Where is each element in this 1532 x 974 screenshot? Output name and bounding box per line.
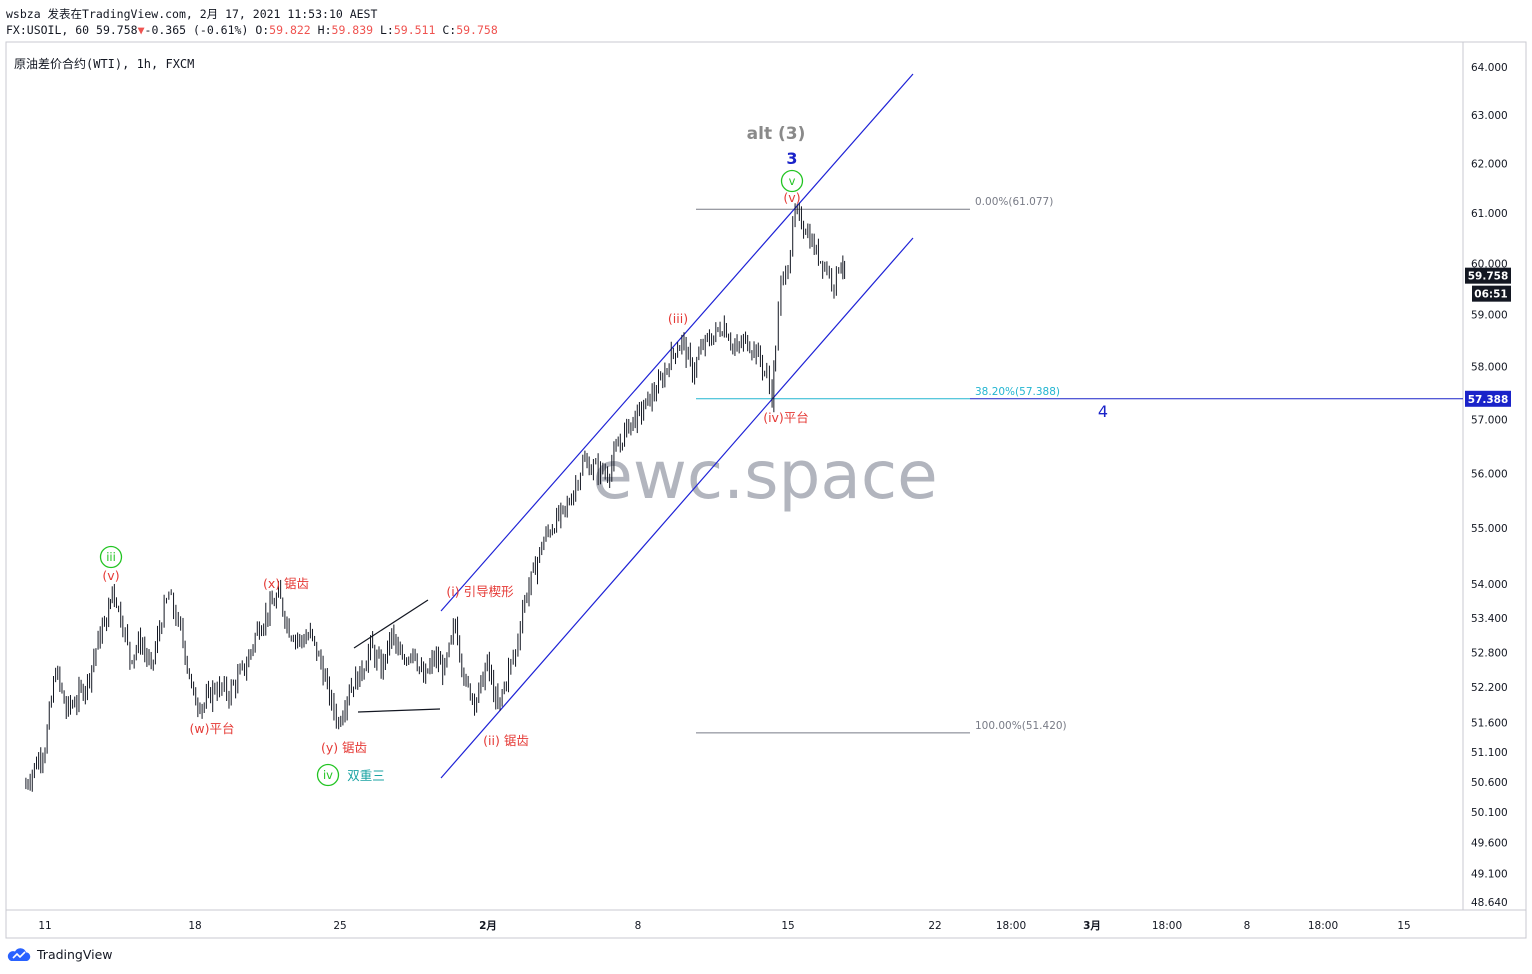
- wave-label: 3: [786, 149, 797, 168]
- wave-label: iii: [106, 550, 116, 564]
- chart-border: [5, 41, 1527, 939]
- price-tick-label: 59.000: [1471, 310, 1508, 322]
- price-tick-label: 51.600: [1471, 717, 1508, 729]
- watermark: ewc.space: [592, 437, 937, 514]
- time-tick-label: 3月: [1083, 920, 1101, 932]
- price-tick-label: 49.600: [1471, 838, 1508, 850]
- time-tick-label: 18: [188, 920, 201, 932]
- wave-label-circle: [99, 545, 123, 569]
- price-tick-label: 53.400: [1471, 613, 1508, 625]
- price-tick-label: 50.600: [1471, 777, 1508, 789]
- high-value: 59.839: [331, 23, 374, 37]
- wave-label: iv: [323, 768, 333, 782]
- price-tick-label: 56.000: [1471, 468, 1508, 480]
- open-value: 59.822: [269, 23, 311, 37]
- wave-label: (x) 锯齿: [263, 576, 309, 591]
- price-tick-label: 62.000: [1471, 159, 1508, 171]
- time-tick-label: 18:00: [1152, 920, 1182, 932]
- price-tick-label: 58.000: [1471, 362, 1508, 374]
- time-tick-label: 18:00: [996, 920, 1026, 932]
- time-tick-label: 25: [333, 920, 346, 932]
- countdown-tag-label: 06:51: [1474, 289, 1507, 301]
- time-tick-label: 22: [928, 920, 941, 932]
- tradingview-cloud-icon: [7, 947, 31, 961]
- fib-level-label: 100.00%(51.420): [975, 720, 1067, 732]
- channel-upper-line: [440, 73, 914, 612]
- wave-label: (i) 引导楔形: [446, 584, 514, 599]
- wedge-upper-line: [353, 599, 429, 649]
- symbol-label: FX:USOIL, 60: [6, 23, 90, 37]
- wave-label: alt (3): [747, 124, 806, 144]
- wave-label: (w)平台: [190, 721, 235, 736]
- wave-label: v: [789, 174, 796, 188]
- wave-label: (iv)平台: [763, 410, 809, 425]
- close-label: C:: [442, 23, 457, 37]
- price-tick-label: 52.200: [1471, 682, 1508, 694]
- price-tick-label: 49.100: [1471, 868, 1508, 880]
- symbol-title: 原油差价合约(WTI), 1h, FXCM: [14, 57, 195, 71]
- price-tick-label: 52.800: [1471, 647, 1508, 659]
- low-label: L:: [380, 23, 394, 37]
- wave-label: (v): [102, 568, 119, 583]
- price-tick-label: 57.000: [1471, 414, 1508, 426]
- price-tick-label: 51.100: [1471, 747, 1508, 759]
- open-label: O:: [255, 23, 270, 37]
- tradingview-logo[interactable]: TradingView: [6, 947, 113, 962]
- wedge-lower-line: [357, 708, 441, 713]
- wave-label: (v): [783, 190, 800, 205]
- wave-label: (iii): [668, 311, 688, 326]
- fib-level-label: 38.20%(57.388): [975, 386, 1060, 398]
- wave-label: (ii) 锯齿: [483, 733, 529, 748]
- ohlc-line: FX:USOIL, 60 59.758▼-0.365 (-0.61%) O:59…: [6, 23, 498, 37]
- channel-lower-line: [440, 237, 914, 779]
- countdown-tag: [1472, 285, 1511, 302]
- tradingview-brand: TradingView: [37, 947, 113, 962]
- change-arrow-icon: ▼: [137, 23, 145, 37]
- time-tick-label: 18:00: [1308, 920, 1338, 932]
- wave-label-circle: [780, 169, 804, 193]
- wave-label: 双重三: [347, 768, 385, 783]
- price-tick-label: 50.100: [1471, 807, 1508, 819]
- wave-label: 4: [1098, 402, 1108, 421]
- price-tick-label: 48.640: [1471, 897, 1508, 909]
- last-price: 59.758: [96, 23, 138, 37]
- price-tick-label: 61.000: [1471, 208, 1508, 220]
- time-tick-label: 8: [635, 920, 642, 932]
- price-tick-label: 60.000: [1471, 258, 1508, 270]
- fib-price-tag: [1465, 390, 1511, 407]
- time-tick-label: 15: [1397, 920, 1410, 932]
- last-price-tag-label: 59.758: [1468, 271, 1509, 283]
- price-tick-label: 54.000: [1471, 579, 1508, 591]
- time-tick-label: 15: [781, 920, 794, 932]
- price-tick-label: 55.000: [1471, 523, 1508, 535]
- fib-level-label: 0.00%(61.077): [975, 196, 1053, 208]
- wave-label-circle: [316, 763, 340, 787]
- price-tick-label: 63.000: [1471, 110, 1508, 122]
- close-value: 59.758: [456, 23, 498, 37]
- price-tick-label: 64.000: [1471, 62, 1508, 74]
- time-tick-label: 8: [1244, 920, 1251, 932]
- change-value: -0.365 (-0.61%): [144, 23, 249, 37]
- wave-label: (y) 锯齿: [321, 740, 367, 755]
- high-label: H:: [317, 23, 332, 37]
- time-tick-label: 11: [38, 920, 51, 932]
- fib-price-tag-label: 57.388: [1468, 394, 1509, 406]
- last-price-tag: [1465, 267, 1511, 284]
- author-line: wsbza 发表在TradingView.com, 2月 17, 2021 11…: [6, 7, 378, 21]
- low-value: 59.511: [393, 23, 436, 37]
- time-tick-label: 2月: [479, 920, 497, 932]
